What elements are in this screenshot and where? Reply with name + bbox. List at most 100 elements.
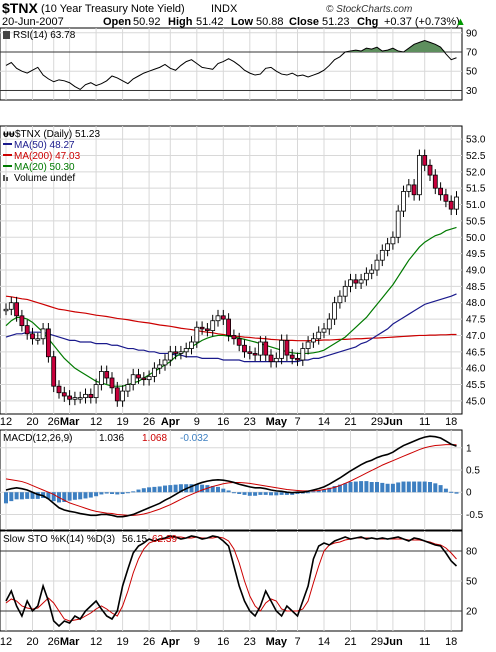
x-tick-label: 21 <box>344 416 356 428</box>
y-tick-label: 48.0 <box>466 298 486 309</box>
y-tick-label: 45.5 <box>466 380 486 391</box>
y-tick-label: 45.0 <box>466 396 486 407</box>
macd-histogram-bar <box>141 488 146 493</box>
x-tick-label: 12 <box>0 636 12 648</box>
candle <box>416 155 422 196</box>
macd-histogram-bar <box>99 492 104 495</box>
axis-labels: 3050709045.045.546.046.547.047.548.048.5… <box>0 28 486 648</box>
open-label: Open <box>103 16 131 28</box>
candle <box>24 325 30 335</box>
y-tick-label: 51.5 <box>466 184 486 195</box>
exchange-label: INDX <box>211 3 238 15</box>
candle <box>136 374 141 379</box>
x-tick-label: 14 <box>318 636 330 648</box>
y-tick-label: 49.5 <box>466 249 486 260</box>
candle <box>120 390 125 402</box>
macd-histogram-bar <box>94 492 99 497</box>
rsi-line <box>5 39 457 91</box>
candle <box>332 302 338 320</box>
candle <box>40 328 46 340</box>
high-label: High <box>168 16 193 28</box>
candle <box>406 184 412 192</box>
macd-histogram-bar <box>120 492 125 494</box>
macd-histogram-bar <box>152 486 157 493</box>
candle <box>432 174 438 189</box>
macd-histogram-bar <box>274 492 279 496</box>
y-tick-label: 90 <box>466 28 478 39</box>
macd-histogram-bar <box>51 492 56 502</box>
y-tick-label: -0.5 <box>466 510 484 521</box>
candle <box>363 272 369 281</box>
macd-histogram-bar <box>279 492 284 495</box>
y-tick-label: 47.5 <box>466 315 486 326</box>
macd-histogram-bar <box>83 492 88 499</box>
macd-value: 1.036 <box>99 433 124 444</box>
candle <box>3 308 9 312</box>
y-tick-label: 0 <box>466 488 472 499</box>
copyright-label: © StockCharts.com <box>326 4 412 15</box>
macd-histogram-bar <box>125 492 130 494</box>
x-tick-label: Jun <box>383 636 403 648</box>
candle <box>204 328 210 331</box>
y-tick-label: 50.5 <box>466 216 486 227</box>
x-tick-label: May <box>266 416 288 428</box>
grid-lines <box>0 28 462 631</box>
macd-title: MACD(12,26,9) <box>3 433 72 444</box>
x-tick-label: 26 <box>48 416 60 428</box>
candle <box>173 351 179 354</box>
x-tick-label: 11 <box>419 416 430 428</box>
candle <box>305 341 311 349</box>
macd-signal-value: 1.068 <box>142 433 167 444</box>
candle <box>109 377 115 389</box>
macd-histogram-bar <box>136 489 141 493</box>
quote-date: 20-Jun-2007 <box>2 16 64 28</box>
macd-histogram-bar <box>46 492 51 499</box>
candle <box>247 351 253 354</box>
candle <box>438 187 444 196</box>
candle <box>67 395 72 400</box>
macd-histogram-bar <box>200 484 205 493</box>
candle <box>77 397 83 400</box>
macd-histogram-bar <box>269 492 273 496</box>
macd-histogram-bar <box>88 492 93 498</box>
macd-histogram-bar <box>327 487 332 493</box>
macd-histogram-bar <box>216 486 220 493</box>
candle <box>295 357 300 361</box>
candle <box>226 318 232 336</box>
macd-histogram-bar <box>9 492 14 502</box>
stochastic-k-line <box>5 535 458 628</box>
x-tick-label: 20 <box>26 636 38 648</box>
ma20-line <box>5 226 457 387</box>
candle <box>342 285 348 297</box>
x-tick-label: 26 <box>143 636 155 648</box>
macd-histogram-bar <box>78 492 83 500</box>
macd-histogram-bar <box>178 484 183 493</box>
open-value: 50.92 <box>133 16 161 28</box>
candle <box>316 331 322 340</box>
macd-histogram-bar <box>4 492 8 504</box>
candle <box>125 384 131 392</box>
candle <box>104 371 110 379</box>
ma20-legend: MA(20) 50.30 <box>14 162 75 173</box>
x-tick-label: 19 <box>116 416 128 428</box>
candle <box>242 344 247 353</box>
candle <box>353 279 359 284</box>
y-tick-label: 0.5 <box>466 466 480 477</box>
candle <box>88 393 94 399</box>
ma50-legend: MA(50) 48.27 <box>14 140 75 151</box>
candle <box>321 328 327 333</box>
candle <box>427 164 433 176</box>
x-tick-label: 14 <box>318 416 330 428</box>
x-tick-label: 18 <box>445 416 457 428</box>
x-tick-label: 9 <box>194 636 200 648</box>
macd-histogram-bar <box>412 481 417 493</box>
candle <box>273 357 279 363</box>
x-tick-label: 16 <box>217 416 229 428</box>
macd-histogram-bar <box>131 491 136 493</box>
candle <box>199 326 205 330</box>
macd-histogram-bar <box>359 481 364 493</box>
x-tick-label: Mar <box>60 416 80 428</box>
macd-histogram-bar <box>406 481 411 493</box>
macd-histogram-bar <box>306 492 311 494</box>
x-tick-label: Jun <box>383 416 403 428</box>
